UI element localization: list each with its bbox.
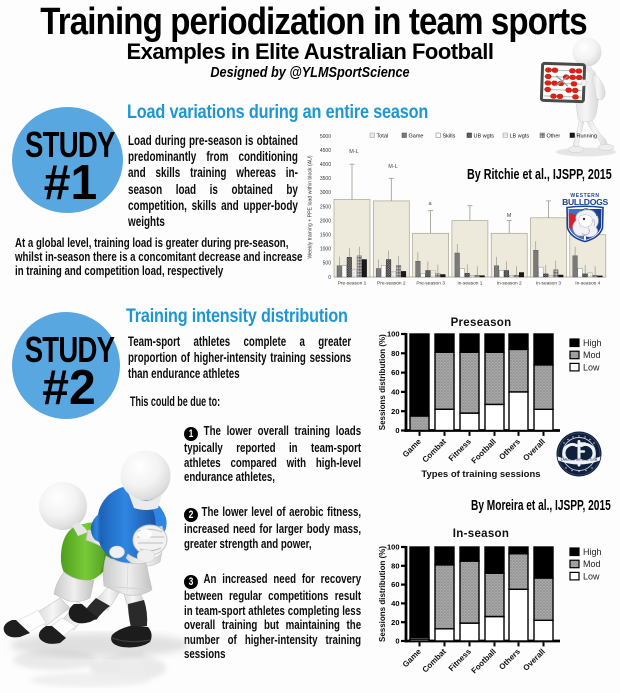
- svg-text:Mod: Mod: [583, 350, 601, 360]
- svg-text:100: 100: [387, 330, 400, 339]
- svg-text:Preseason: Preseason: [451, 317, 512, 329]
- svg-text:Weekly training + PPE load wit: Weekly training + PPE load within block …: [308, 155, 314, 259]
- svg-text:Pre-season 2: Pre-season 2: [377, 281, 406, 287]
- svg-text:80: 80: [391, 349, 399, 358]
- svg-text:2000: 2000: [320, 218, 331, 224]
- svg-text:40: 40: [391, 599, 399, 608]
- svg-text:20: 20: [391, 407, 399, 416]
- svg-text:Low: Low: [583, 362, 600, 372]
- svg-text:40: 40: [391, 388, 399, 397]
- svg-text:Overall: Overall: [521, 647, 547, 673]
- svg-text:In-season 4: In-season 4: [575, 281, 600, 287]
- svg-text:60: 60: [391, 368, 399, 377]
- svg-text:High: High: [583, 338, 602, 348]
- svg-text:100: 100: [387, 543, 400, 552]
- svg-text:Mod: Mod: [583, 559, 601, 569]
- svg-text:In-season 2: In-season 2: [497, 281, 522, 287]
- svg-text:Other: Other: [547, 134, 561, 140]
- svg-text:M-L: M-L: [388, 164, 397, 170]
- svg-text:BULLDOGS: BULLDOGS: [562, 197, 608, 207]
- svg-text:High: High: [583, 547, 602, 557]
- svg-text:In-season 1: In-season 1: [457, 281, 482, 287]
- svg-text:2500: 2500: [320, 204, 331, 210]
- svg-text:20: 20: [391, 618, 399, 627]
- svg-text:Overall: Overall: [521, 437, 547, 463]
- svg-text:1000: 1000: [320, 247, 331, 253]
- svg-text:Combat: Combat: [420, 437, 448, 465]
- svg-text:Others: Others: [497, 647, 522, 672]
- svg-text:Types of training sessions: Types of training sessions: [421, 469, 540, 480]
- svg-text:5000: 5000: [320, 134, 331, 140]
- svg-text:0: 0: [328, 275, 331, 281]
- svg-text:UB wgts: UB wgts: [474, 134, 495, 140]
- svg-text:Game: Game: [401, 437, 423, 459]
- svg-text:M: M: [507, 213, 512, 219]
- svg-text:Pre-season 1: Pre-season 1: [338, 281, 367, 287]
- svg-text:80: 80: [391, 561, 399, 570]
- svg-text:0: 0: [395, 637, 399, 646]
- svg-text:Game: Game: [409, 134, 424, 140]
- svg-text:4000: 4000: [320, 162, 331, 168]
- svg-text:Running: Running: [577, 134, 598, 140]
- svg-text:3500: 3500: [320, 176, 331, 182]
- svg-text:Pre-season 3: Pre-season 3: [416, 281, 445, 287]
- svg-text:4500: 4500: [320, 148, 331, 154]
- svg-text:LB wgts: LB wgts: [510, 134, 530, 140]
- svg-text:1500: 1500: [320, 233, 331, 239]
- svg-text:Total: Total: [377, 134, 389, 140]
- svg-text:WESTERN: WESTERN: [570, 193, 599, 199]
- svg-text:60: 60: [391, 580, 399, 589]
- svg-text:Sessions distribution (%): Sessions distribution (%): [378, 546, 387, 642]
- svg-text:0: 0: [395, 426, 399, 435]
- svg-text:Football: Football: [470, 437, 498, 465]
- svg-text:3000: 3000: [320, 190, 331, 196]
- svg-text:Others: Others: [497, 437, 522, 462]
- svg-text:Skills: Skills: [443, 134, 456, 140]
- svg-text:CARLTON FOOTBALL CLUB: CARLTON FOOTBALL CLUB: [561, 458, 597, 462]
- svg-text:500: 500: [323, 261, 332, 267]
- svg-text:Game: Game: [401, 647, 423, 669]
- svg-text:In-season 3: In-season 3: [536, 281, 561, 287]
- svg-text:Low: Low: [583, 571, 600, 581]
- svg-text:Football: Football: [470, 647, 498, 675]
- svg-text:Sessions distribution (%): Sessions distribution (%): [378, 334, 387, 430]
- svg-text:In-season: In-season: [453, 528, 509, 540]
- svg-text:M-L: M-L: [349, 149, 358, 155]
- svg-text:Combat: Combat: [420, 647, 448, 675]
- svg-text:a: a: [428, 201, 432, 207]
